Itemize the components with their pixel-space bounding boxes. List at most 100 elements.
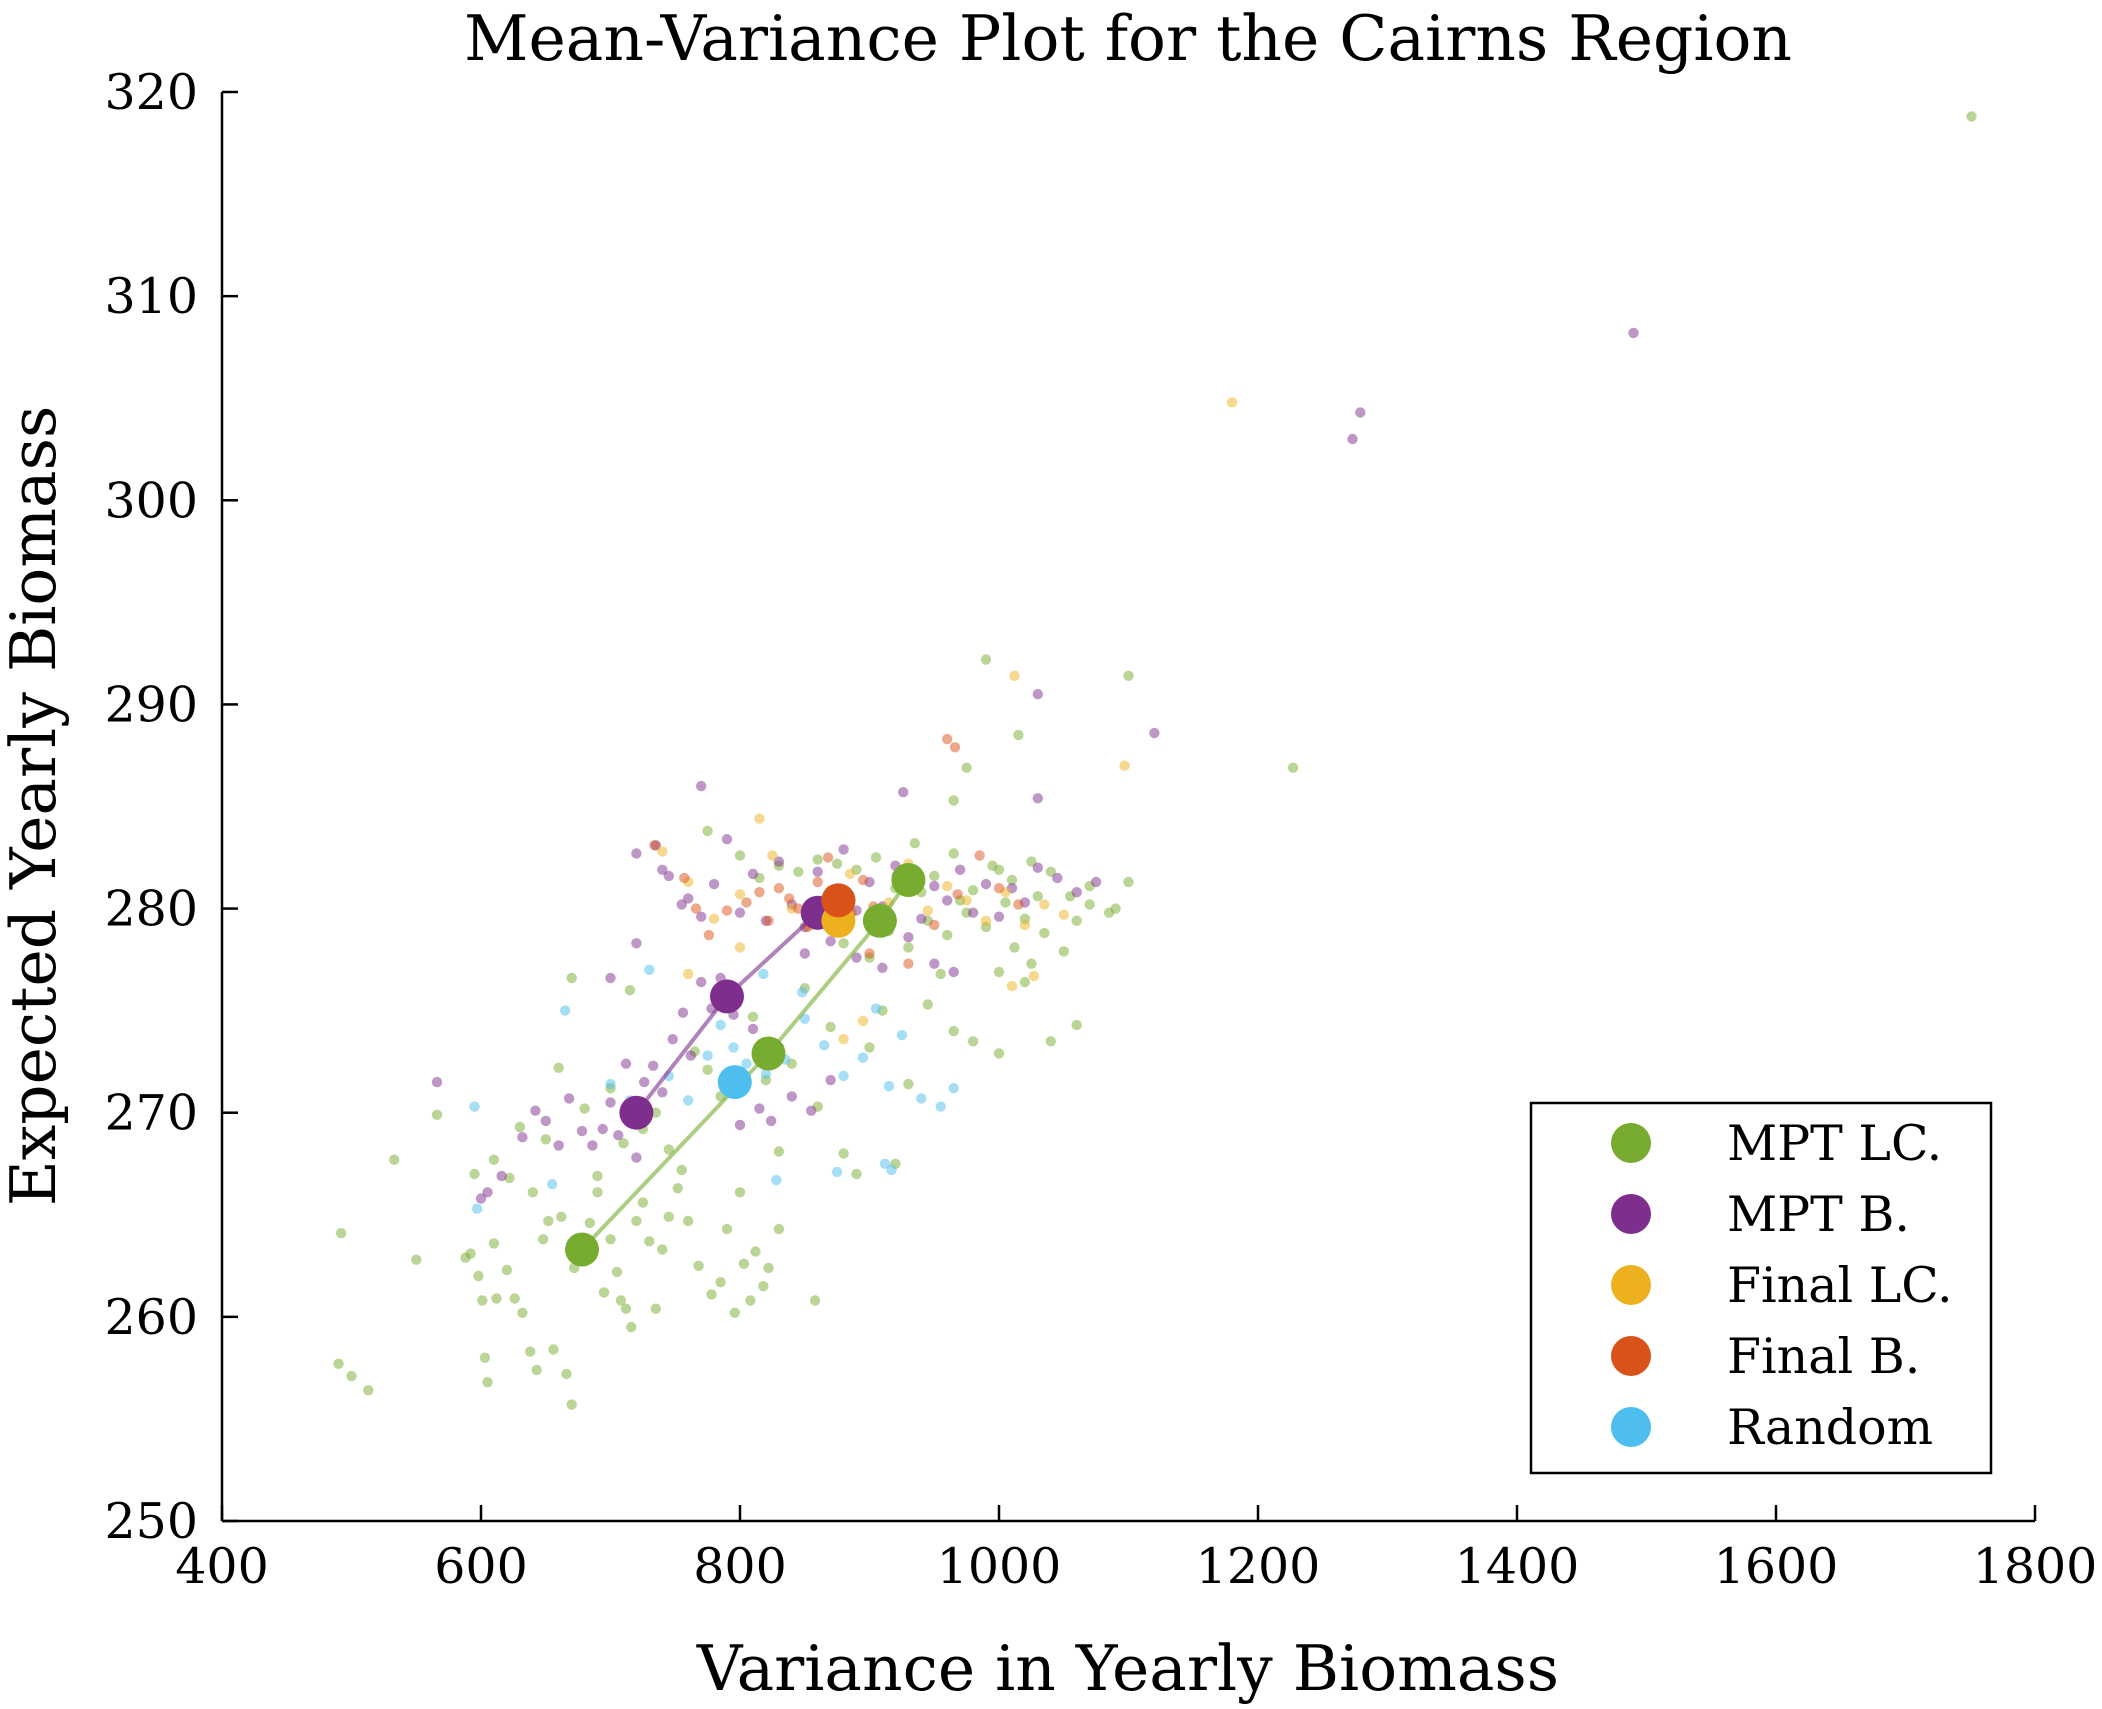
- data-point: [335, 1228, 347, 1239]
- data-point: [469, 1101, 480, 1112]
- data-point: [903, 932, 914, 943]
- data-point: [721, 834, 733, 845]
- data-point: [819, 1040, 830, 1051]
- data-point: [530, 1105, 541, 1116]
- data-point: [672, 1183, 683, 1194]
- data-point: [1009, 942, 1020, 953]
- data-point: [857, 1052, 869, 1063]
- data-point: [942, 929, 953, 941]
- data-point: [967, 885, 979, 896]
- data-point: [611, 1266, 623, 1278]
- data-point: [773, 856, 785, 867]
- data-point: [948, 966, 959, 978]
- data-point: [1000, 897, 1011, 908]
- data-point: [1110, 903, 1121, 914]
- data-point: [576, 1125, 588, 1137]
- data-point: [734, 889, 746, 900]
- data-point: [706, 1289, 717, 1300]
- data-point: [773, 883, 785, 894]
- data-point: [948, 1025, 959, 1037]
- data-point: [773, 1223, 785, 1235]
- data-point: [844, 868, 856, 880]
- data-point: [741, 1058, 752, 1069]
- data-point: [799, 948, 810, 959]
- data-point: [648, 1060, 659, 1072]
- data-point: [1045, 866, 1057, 877]
- series-mpt-lc-frontier-marker: [751, 1036, 786, 1071]
- data-point: [702, 1050, 713, 1061]
- data-point: [465, 1248, 476, 1259]
- data-point: [693, 1260, 704, 1272]
- data-point: [831, 1166, 843, 1178]
- data-point: [812, 854, 823, 865]
- data-point: [812, 866, 823, 877]
- data-point: [948, 848, 959, 859]
- data-point: [741, 897, 752, 908]
- data-point: [922, 999, 933, 1010]
- y-ticks: 250 260 270 280 290 300 310 320: [104, 64, 238, 1550]
- data-point: [548, 1344, 559, 1355]
- data-point: [954, 864, 966, 875]
- data-point: [517, 1132, 528, 1143]
- axes: 400 600 800 1000 1200 1400 1600 1800 2502602702…: [104, 64, 2097, 1595]
- data-point: [469, 1168, 480, 1180]
- data-point: [1039, 927, 1050, 939]
- series-mpt-b-points: [431, 327, 1639, 1204]
- data-point: [1058, 909, 1070, 920]
- data-point: [750, 1246, 761, 1257]
- y-tick-label: 310: [104, 268, 198, 325]
- data-point: [631, 1152, 642, 1163]
- data-point: [592, 1170, 603, 1182]
- data-point: [1032, 793, 1044, 804]
- series-final-b-frontier-marker: [821, 883, 856, 918]
- data-point: [903, 1078, 914, 1090]
- series-mpt-b-frontier-marker: [619, 1095, 654, 1130]
- data-point: [553, 1140, 564, 1151]
- data-point: [825, 936, 836, 947]
- x-tick-label: 600: [434, 1538, 528, 1595]
- data-point: [650, 1303, 661, 1314]
- data-point: [1039, 899, 1050, 910]
- data-point: [993, 883, 1005, 894]
- data-point: [683, 893, 694, 904]
- x-ticks: 400 600 800 1000 1200 1400 1600 1800: [175, 1505, 2097, 1595]
- data-point: [784, 893, 795, 904]
- data-point: [729, 1307, 740, 1319]
- legend-label-random: Random: [1727, 1399, 1933, 1456]
- data-point: [838, 1070, 849, 1082]
- data-point: [703, 929, 715, 941]
- series-random-points: [469, 964, 959, 1214]
- data-point: [797, 987, 808, 998]
- data-point: [825, 1074, 836, 1086]
- data-point: [1013, 899, 1024, 910]
- data-point: [657, 846, 668, 857]
- data-point: [639, 1076, 650, 1088]
- data-point: [773, 1146, 785, 1157]
- data-point: [1071, 887, 1082, 898]
- data-point: [1090, 876, 1102, 888]
- legend-marker-random: [1611, 1407, 1651, 1447]
- x-tick-label: 1000: [937, 1538, 1062, 1595]
- data-point: [1123, 876, 1134, 888]
- data-point: [543, 1215, 554, 1227]
- data-point: [857, 874, 869, 886]
- series-mpt-lc-frontier-marker: [862, 903, 897, 938]
- data-point: [587, 1140, 598, 1151]
- series-mpt-lc-frontier-marker: [565, 1232, 599, 1267]
- data-point: [663, 1144, 674, 1155]
- data-point: [411, 1254, 422, 1265]
- data-point: [857, 1015, 869, 1027]
- data-point: [473, 1270, 484, 1282]
- data-point: [812, 876, 823, 888]
- data-point: [475, 1193, 487, 1204]
- data-point: [1287, 762, 1299, 773]
- data-point: [898, 787, 909, 798]
- data-point: [929, 958, 940, 969]
- data-point: [903, 942, 914, 953]
- data-point: [822, 852, 834, 863]
- data-point: [1084, 899, 1095, 910]
- data-point: [851, 1168, 862, 1180]
- data-point: [514, 1121, 526, 1133]
- data-point: [786, 1091, 797, 1102]
- data-point: [754, 813, 765, 824]
